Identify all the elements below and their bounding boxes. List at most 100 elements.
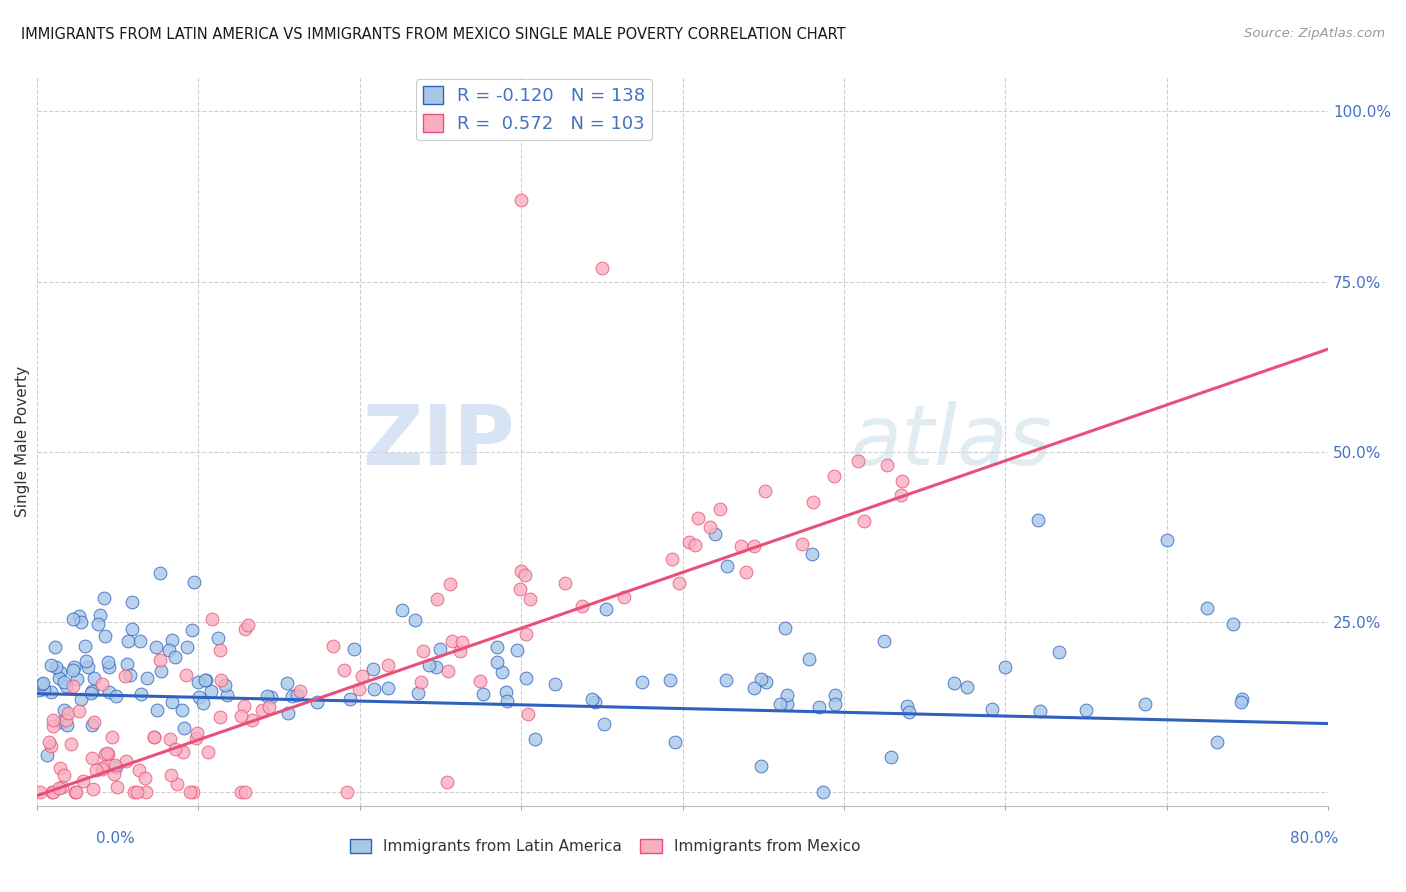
- Point: [276, 676, 298, 690]
- Point: [513, 568, 536, 582]
- Point: [1230, 692, 1253, 706]
- Point: [799, 651, 821, 665]
- Point: [194, 673, 217, 687]
- Point: [56, 706, 79, 721]
- Point: [412, 644, 434, 658]
- Point: [425, 660, 447, 674]
- Point: [981, 701, 1004, 715]
- Point: [288, 684, 311, 698]
- Point: [769, 698, 792, 712]
- Point: [439, 577, 461, 591]
- Point: [336, 785, 359, 799]
- Point: [233, 785, 256, 799]
- Point: [35, 748, 58, 763]
- Point: [683, 538, 706, 552]
- Point: [67, 608, 90, 623]
- Point: [232, 699, 254, 714]
- Point: [1047, 644, 1070, 658]
- Point: [38, 734, 60, 748]
- Point: [49, 761, 72, 775]
- Point: [194, 673, 217, 687]
- Point: [429, 641, 451, 656]
- Point: [703, 526, 725, 541]
- Point: [214, 678, 236, 692]
- Point: [846, 454, 869, 468]
- Point: [658, 673, 681, 687]
- Point: [45, 660, 67, 674]
- Point: [62, 663, 84, 677]
- Point: [41, 719, 63, 733]
- Point: [595, 601, 617, 615]
- Point: [491, 665, 513, 680]
- Point: [773, 621, 796, 635]
- Point: [80, 686, 103, 700]
- Point: [163, 742, 186, 756]
- Point: [52, 703, 75, 717]
- Point: [281, 689, 304, 703]
- Point: [176, 640, 198, 654]
- Point: [157, 643, 180, 657]
- Point: [52, 768, 75, 782]
- Point: [470, 674, 492, 689]
- Point: [197, 745, 219, 759]
- Point: [114, 669, 136, 683]
- Point: [201, 612, 224, 626]
- Point: [735, 565, 758, 579]
- Point: [898, 705, 921, 719]
- Point: [160, 695, 183, 709]
- Point: [451, 635, 474, 649]
- Point: [83, 715, 105, 730]
- Point: [391, 603, 413, 617]
- Point: [105, 690, 128, 704]
- Point: [716, 558, 738, 573]
- Point: [187, 675, 209, 690]
- Point: [233, 622, 256, 636]
- Point: [200, 683, 222, 698]
- Point: [105, 780, 128, 795]
- Point: [55, 713, 77, 727]
- Point: [187, 690, 209, 705]
- Point: [808, 700, 831, 714]
- Point: [517, 706, 540, 721]
- Point: [160, 633, 183, 648]
- Point: [80, 718, 103, 732]
- Point: [305, 695, 328, 709]
- Point: [49, 665, 72, 679]
- Point: [96, 746, 118, 760]
- Point: [173, 721, 195, 735]
- Point: [236, 618, 259, 632]
- Point: [129, 687, 152, 701]
- Point: [581, 692, 603, 706]
- Point: [121, 595, 143, 609]
- Point: [449, 644, 471, 658]
- Point: [103, 767, 125, 781]
- Point: [1133, 697, 1156, 711]
- Point: [994, 660, 1017, 674]
- Point: [41, 713, 63, 727]
- Point: [101, 730, 124, 744]
- Point: [260, 690, 283, 705]
- Point: [122, 785, 145, 799]
- Point: [583, 695, 606, 709]
- Point: [67, 704, 90, 718]
- Point: [114, 754, 136, 768]
- Point: [104, 759, 127, 773]
- Point: [41, 785, 63, 799]
- Point: [97, 747, 120, 761]
- Point: [150, 664, 173, 678]
- Point: [80, 684, 103, 698]
- Point: [333, 663, 356, 677]
- Point: [184, 731, 207, 746]
- Point: [613, 590, 636, 604]
- Point: [418, 658, 440, 673]
- Point: [668, 575, 690, 590]
- Point: [183, 575, 205, 590]
- Point: [441, 634, 464, 648]
- Point: [96, 655, 118, 669]
- Point: [174, 668, 197, 682]
- Point: [742, 681, 765, 696]
- Point: [664, 734, 686, 748]
- Point: [87, 617, 110, 632]
- Point: [506, 643, 529, 657]
- Point: [207, 631, 229, 645]
